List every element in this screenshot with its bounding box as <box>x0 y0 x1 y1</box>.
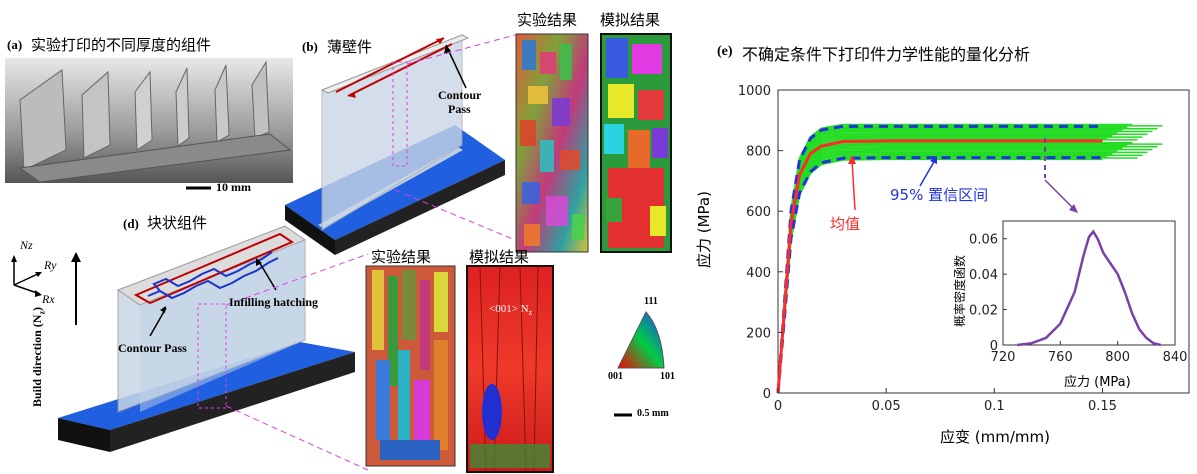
panel-d-tag: (d) <box>123 216 139 231</box>
inset-x-tick-label: 840 <box>1163 350 1188 365</box>
inset-x-tick-label: 800 <box>1105 350 1130 365</box>
stress-strain-chart: 0 0.05 0.1 0.15 0 200 400 600 800 1000 720 760 800… <box>738 84 1190 414</box>
panel-a-title: 实验打印的不同厚度的组件 <box>31 36 212 54</box>
inset-x-tick-label: 760 <box>1048 350 1073 365</box>
inset-frame <box>1002 220 1176 346</box>
mean-arrow <box>851 159 856 211</box>
panel-b-tag: (b) <box>302 39 318 54</box>
inset-y-tick-label: 0.02 <box>969 304 998 319</box>
inset-ylabel: 概率密度函数 <box>953 254 967 327</box>
ipf-111-label: 111 <box>644 296 658 307</box>
mean-annotation: 均值 <box>830 215 861 233</box>
contour-arrow-d <box>149 307 167 337</box>
y-tick-label: 200 <box>746 326 771 341</box>
micrograph-d-simulation <box>466 265 554 473</box>
ci-arrow <box>919 159 936 187</box>
panel-d <box>58 225 369 471</box>
ipf-legend <box>614 311 665 417</box>
inset-y-tick-label: 0.06 <box>969 233 998 248</box>
coordinate-axes <box>11 252 81 325</box>
chart-tag: (e) <box>717 44 733 59</box>
contour-label-b-2: Pass <box>448 102 471 116</box>
inset-xlabel: 应力 (MPa) <box>1064 375 1131 390</box>
inset-arrow <box>1044 179 1076 211</box>
printed-walls <box>18 60 292 183</box>
scale-label-d: 0.5 mm <box>637 408 669 419</box>
x-tick-label: 0.15 <box>1088 399 1117 414</box>
infill-label: Infilling hatching <box>229 295 319 309</box>
y-tick-label: 0 <box>763 387 771 402</box>
mean-line <box>776 139 1103 394</box>
inset-y-tick-label: 0.04 <box>969 268 998 283</box>
chart-ylabel: 应力 (MPa) <box>695 191 713 268</box>
ci-lower-line <box>776 156 1103 394</box>
micro-b-exp-title: 实验结果 <box>517 11 578 29</box>
contour-label-b-1: Contour <box>438 88 482 102</box>
axis-nz-label: Nz <box>20 238 33 252</box>
panel-a-scale-label: 10 mm <box>216 180 251 194</box>
plot-frame <box>777 89 1190 394</box>
y-tick-label: 800 <box>746 145 771 160</box>
y-axis-ticks: 0 200 400 600 800 1000 <box>738 84 783 402</box>
y-tick-label: 1000 <box>738 84 771 99</box>
x-tick-label: 0 <box>774 399 782 414</box>
sim-overlay-label: <001> Nz <box>489 303 533 318</box>
panel-b-title: 薄壁件 <box>327 38 373 56</box>
inset-y-ticks: 0 0.02 0.04 0.06 <box>969 233 1007 354</box>
micro-d-exp-title: 实验结果 <box>371 248 432 266</box>
panel-b <box>285 34 516 255</box>
panel-d-title: 块状组件 <box>147 214 208 232</box>
micrograph-d-experiment <box>365 265 456 467</box>
section-box-b <box>392 61 408 167</box>
base-plate-d <box>58 342 355 430</box>
ci-annotation: 95% 置信区间 <box>890 186 989 204</box>
chart-title: 不确定条件下打印件力学性能的量化分析 <box>742 45 1031 64</box>
infill-arrow-d <box>257 259 277 291</box>
inset-pdf-curve <box>1017 229 1162 347</box>
y-tick-label: 600 <box>746 205 771 220</box>
x-axis-ticks: 0 0.05 0.1 0.15 <box>774 388 1117 414</box>
ipf-101-label: 101 <box>660 371 675 382</box>
inset-x-ticks: 720 760 800 840 <box>991 341 1188 365</box>
section-box-d <box>197 303 227 409</box>
panel-a <box>5 58 293 190</box>
micro-b-sim-title: 模拟结果 <box>600 11 661 29</box>
axis-ry-label: Ry <box>44 258 57 272</box>
axis-rx-label: Rx <box>42 292 55 306</box>
inset-y-tick-label: 0 <box>990 339 998 354</box>
infill-path-d <box>147 251 279 300</box>
x-tick-label: 0.1 <box>984 399 1005 414</box>
build-direction-label: Build direction (Nz) <box>30 306 47 407</box>
micro-d-sim-title: 模拟结果 <box>469 248 530 266</box>
inset-x-tick-label: 720 <box>991 350 1016 365</box>
y-tick-label: 400 <box>746 266 771 281</box>
chart-xlabel: 应变 (mm/mm) <box>940 428 1050 446</box>
ipf-001-label: 001 <box>608 371 623 382</box>
micrograph-b-experiment <box>515 33 589 253</box>
contour-label-d: Contour Pass <box>118 341 187 355</box>
micrograph-b-simulation <box>600 33 672 253</box>
x-tick-label: 0.05 <box>872 399 901 414</box>
contour-path-d <box>133 232 295 305</box>
panel-a-tag: (a) <box>7 37 23 52</box>
